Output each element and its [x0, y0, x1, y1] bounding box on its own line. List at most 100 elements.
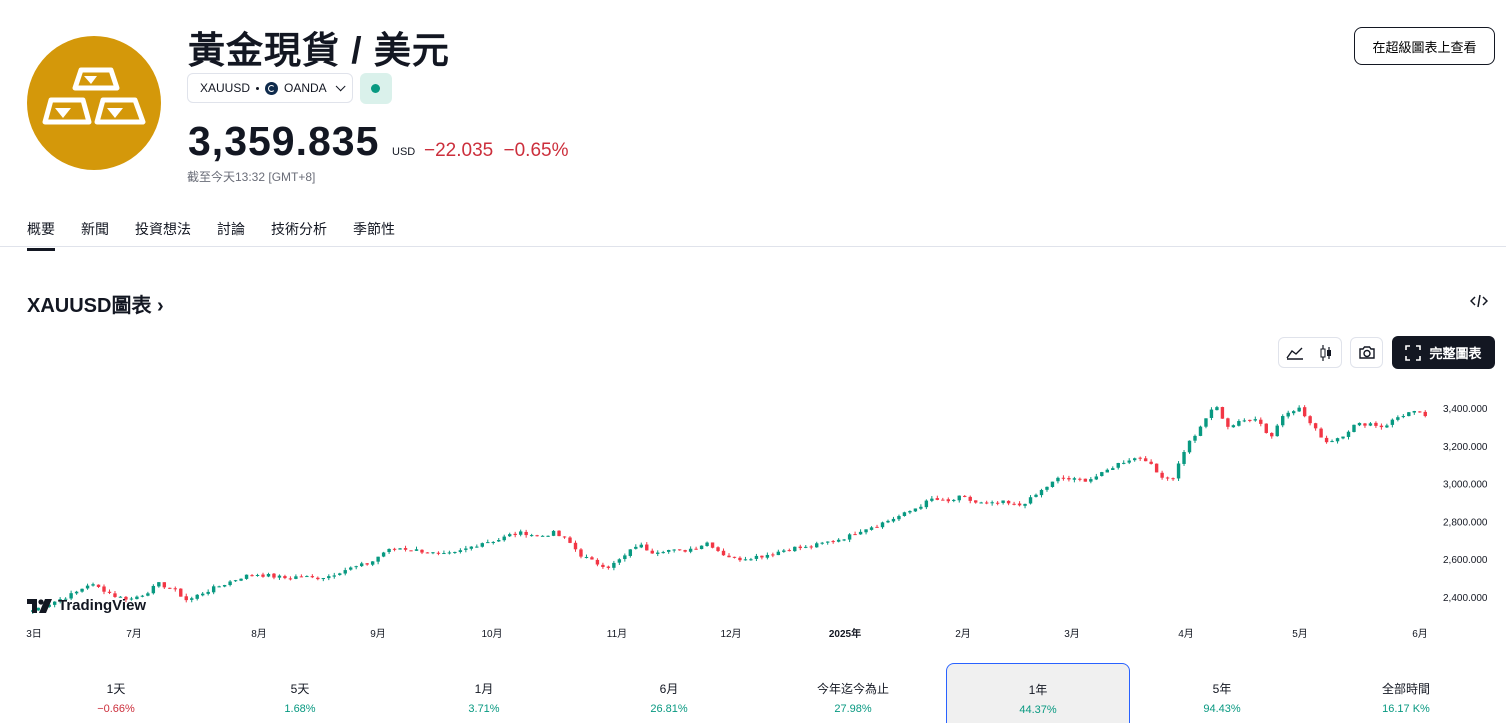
- candle-body: [508, 534, 512, 537]
- period-2[interactable]: 1月 3.71%: [392, 663, 576, 723]
- candle-body: [897, 516, 901, 520]
- candle-body: [984, 502, 989, 504]
- x-tick-label: 7月: [126, 628, 142, 640]
- embed-code-icon[interactable]: [1470, 292, 1488, 310]
- candle-body: [233, 580, 238, 582]
- x-tick-label: 5月: [1292, 628, 1308, 640]
- chart-title-link[interactable]: XAUUSD圖表 ›: [27, 289, 164, 318]
- candle-body: [354, 566, 358, 568]
- tab-technicals[interactable]: 技術分析: [271, 221, 327, 237]
- candle-body: [1143, 458, 1148, 462]
- view-supercharts-button[interactable]: 在超級圖表上查看: [1354, 27, 1495, 65]
- candle-body: [184, 596, 188, 601]
- candle-body: [557, 530, 561, 537]
- candle-body: [343, 570, 347, 574]
- tab-discussions[interactable]: 討論: [217, 221, 245, 237]
- price-chart[interactable]: 3,400.000 3,200.000 3,000.000 2,800.000 2,60…: [0, 375, 1506, 645]
- tab-seasonals[interactable]: 季節性: [353, 221, 395, 237]
- candle-body: [513, 533, 517, 536]
- candle-chart-button[interactable]: [1310, 338, 1341, 367]
- candle-body: [518, 531, 523, 535]
- line-chart-button[interactable]: [1279, 338, 1310, 367]
- y-tick-label: 3,200.000: [1443, 442, 1488, 453]
- watermark-text: TradingView: [58, 597, 147, 614]
- candle-body: [979, 502, 983, 504]
- tab-news[interactable]: 新聞: [81, 221, 109, 237]
- candle-body: [820, 542, 824, 544]
- candle-body: [683, 550, 687, 552]
- x-tick-label: 6月: [1412, 628, 1428, 640]
- exchange-label: OANDA: [284, 81, 327, 95]
- period-7[interactable]: 全部時間 16.17 K%: [1314, 663, 1498, 723]
- page-title: 黃金現貨 / 美元: [188, 30, 450, 71]
- candle-body: [869, 527, 874, 530]
- candle-body: [836, 539, 841, 542]
- price-change: −22.035 −0.65%: [424, 140, 568, 162]
- candle-body: [546, 535, 550, 537]
- candle-body: [705, 542, 709, 547]
- tab-ideas[interactable]: 投資想法: [135, 221, 191, 237]
- symbol-label: XAUUSD: [200, 81, 251, 95]
- candle-body: [847, 534, 852, 540]
- period-1[interactable]: 5天 1.68%: [208, 663, 392, 723]
- period-label: 1天: [106, 682, 126, 696]
- candle-body: [1067, 478, 1071, 480]
- candle-body: [381, 552, 386, 557]
- candle-body: [414, 549, 419, 551]
- candle-body: [502, 536, 506, 541]
- candle-body: [645, 544, 649, 551]
- camera-icon: [1358, 346, 1375, 359]
- candle-body: [1100, 472, 1104, 477]
- candle-body: [1127, 460, 1131, 463]
- candle-body: [760, 555, 764, 558]
- candle-body: [595, 559, 600, 565]
- candle-body: [1396, 417, 1400, 420]
- candle-body: [1281, 416, 1285, 426]
- candle-body: [447, 552, 452, 554]
- separator-dot: [256, 86, 260, 90]
- candle-body: [266, 573, 271, 577]
- market-status-badge[interactable]: [360, 73, 392, 104]
- candle-body: [1006, 500, 1011, 504]
- period-4[interactable]: 今年迄今為止 27.98%: [761, 663, 945, 723]
- candle-body: [486, 542, 490, 544]
- candle-body: [272, 573, 276, 578]
- period-6[interactable]: 5年 94.43%: [1130, 663, 1314, 723]
- candle-body: [129, 598, 134, 600]
- candle-body: [809, 546, 813, 548]
- fullscreen-icon: [1405, 344, 1422, 361]
- candle-body: [162, 582, 167, 588]
- tab-overview[interactable]: 概要: [27, 219, 55, 251]
- period-0[interactable]: 1天 −0.66%: [24, 663, 208, 723]
- candle-body: [436, 552, 441, 554]
- tradingview-watermark[interactable]: TradingView: [27, 597, 146, 614]
- symbol-selector[interactable]: XAUUSD OANDA: [187, 73, 353, 103]
- candle-body: [283, 576, 287, 579]
- full-chart-button[interactable]: 完整圖表: [1392, 336, 1495, 369]
- period-5[interactable]: 1年 44.37%: [946, 663, 1130, 723]
- x-tick-label: 3月: [1064, 628, 1080, 640]
- candle-body: [732, 556, 737, 558]
- candle-body: [1412, 411, 1416, 413]
- price-currency: USD: [392, 146, 416, 158]
- candle-body: [1193, 435, 1197, 441]
- candle-body: [480, 543, 484, 547]
- candle-body: [699, 545, 704, 550]
- candle-body: [891, 518, 896, 522]
- candle-body: [1291, 411, 1296, 414]
- x-tick-label: 2月: [955, 628, 971, 640]
- candle-body: [135, 596, 139, 600]
- candle-body: [1198, 426, 1203, 436]
- oanda-icon: [265, 81, 279, 95]
- candle-body: [1390, 419, 1395, 425]
- candle-body: [1226, 418, 1230, 427]
- candle-body: [359, 563, 364, 567]
- candle-body: [666, 549, 671, 552]
- candle-body: [771, 554, 775, 556]
- candle-body: [902, 512, 907, 516]
- candle-body: [1039, 489, 1044, 496]
- snapshot-button[interactable]: [1350, 337, 1383, 368]
- period-3[interactable]: 6月 26.81%: [577, 663, 761, 723]
- tab-bar: 概要 新聞 投資想法 討論 技術分析 季節性: [27, 219, 395, 251]
- candle-body: [453, 551, 457, 554]
